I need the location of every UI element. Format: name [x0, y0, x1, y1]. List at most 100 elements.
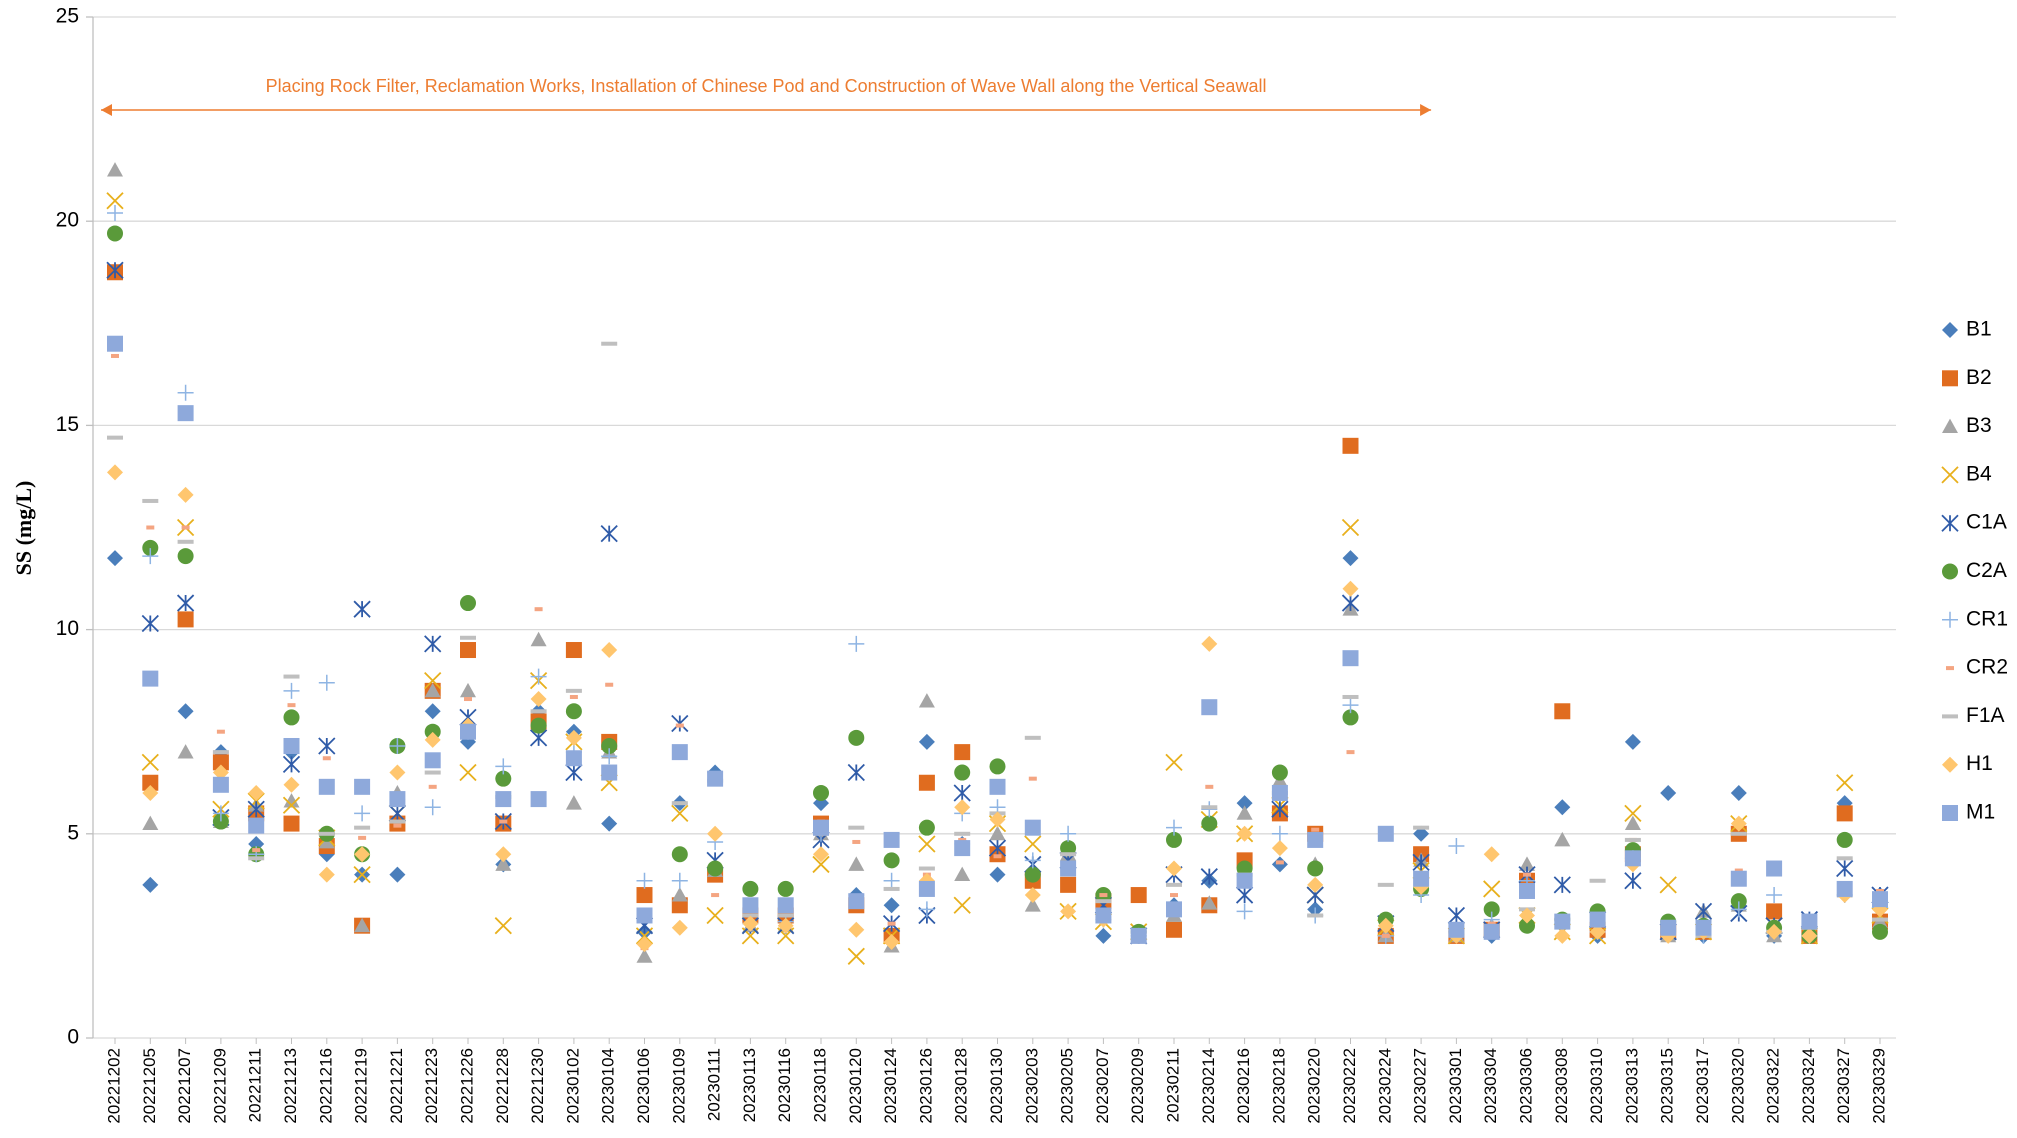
marker-diamond	[1589, 923, 1606, 940]
x-tick-label: 20221207	[175, 1048, 194, 1124]
marker-dash	[848, 825, 865, 830]
marker-diamond	[601, 642, 618, 659]
marker-diamond	[530, 691, 547, 708]
marker-dash	[142, 498, 159, 503]
marker-diamond	[1730, 784, 1747, 801]
marker-square	[1942, 370, 1958, 387]
marker-triangle	[283, 793, 300, 808]
legend-label: B4	[1966, 462, 1992, 485]
marker-square	[1095, 907, 1112, 924]
marker-square	[142, 774, 159, 791]
marker-dash	[1589, 878, 1606, 883]
marker-dash	[742, 913, 759, 918]
marker-dash	[1205, 784, 1214, 789]
marker-square	[1942, 805, 1958, 821]
marker-dash	[1170, 893, 1178, 898]
marker-plus	[177, 384, 194, 401]
marker-triangle	[636, 948, 653, 963]
x-tick-label: 20230315	[1658, 1048, 1677, 1124]
marker-square	[460, 723, 476, 740]
marker-dash	[1523, 872, 1531, 877]
x-tick-label: 20230124	[881, 1048, 900, 1124]
marker-square	[1519, 882, 1535, 899]
x-tick-label: 20230111	[705, 1048, 724, 1121]
marker-triangle	[530, 631, 547, 647]
marker-diamond	[1095, 927, 1112, 944]
marker-dash	[534, 607, 543, 612]
marker-diamond	[1624, 733, 1641, 750]
marker-diamond	[989, 811, 1006, 828]
x-tick-label: 20221211	[246, 1048, 265, 1122]
marker-plus	[142, 548, 159, 565]
marker-x	[353, 866, 371, 884]
marker-diamond	[1166, 860, 1182, 877]
marker-square	[1836, 880, 1853, 897]
x-tick-label: 20221205	[140, 1048, 159, 1124]
marker-dash	[248, 856, 265, 861]
marker-circle	[1342, 709, 1359, 726]
x-tick-label: 20230222	[1340, 1048, 1359, 1124]
x-tick-label: 20221213	[281, 1048, 300, 1124]
marker-square	[1624, 850, 1641, 867]
marker-dash	[354, 825, 371, 830]
marker-square	[1801, 913, 1818, 930]
marker-diamond	[1554, 927, 1571, 944]
marker-square	[389, 791, 406, 808]
marker-triangle	[142, 815, 159, 830]
marker-square	[954, 744, 971, 761]
marker-circle	[1236, 860, 1253, 877]
marker-asterisk	[671, 714, 689, 733]
marker-triangle	[1024, 897, 1041, 912]
x-tick-label: 20230301	[1446, 1048, 1465, 1124]
marker-square	[212, 754, 229, 771]
marker-asterisk	[1694, 902, 1713, 921]
series	[107, 335, 1888, 944]
marker-dash	[464, 697, 472, 702]
x-tick-label: 20221226	[457, 1048, 476, 1124]
x-tick-label: 20230313	[1622, 1048, 1641, 1124]
marker-square	[1130, 887, 1147, 904]
marker-square	[1766, 903, 1783, 920]
marker-circle	[1271, 764, 1288, 781]
marker-dash	[252, 848, 261, 853]
marker-diamond	[707, 825, 724, 842]
marker-circle	[777, 880, 794, 897]
marker-x	[1624, 804, 1642, 823]
marker-square	[177, 611, 194, 628]
marker-dash	[424, 770, 441, 775]
marker-x	[671, 804, 689, 823]
marker-dash	[671, 801, 688, 806]
marker-x	[847, 947, 865, 965]
marker-dash	[1311, 827, 1320, 832]
marker-square	[142, 670, 159, 687]
marker-asterisk	[600, 524, 618, 543]
marker-plus	[107, 205, 123, 222]
marker-circle	[495, 770, 512, 787]
marker-triangle	[918, 693, 935, 708]
marker-diamond	[1942, 322, 1958, 338]
marker-circle	[813, 784, 829, 801]
marker-diamond	[565, 729, 582, 746]
x-tick-label: 20230116	[775, 1048, 794, 1122]
marker-square	[1377, 825, 1394, 842]
marker-square	[1660, 919, 1677, 936]
marker-dash	[1872, 917, 1888, 922]
marker-square	[636, 907, 653, 924]
marker-plus	[318, 674, 335, 691]
marker-dash	[107, 435, 123, 440]
marker-dash	[358, 835, 367, 840]
marker-x	[106, 192, 124, 210]
marker-x	[1165, 753, 1183, 771]
marker-dash	[1413, 825, 1430, 830]
marker-plus	[389, 737, 406, 754]
legend-label: F1A	[1966, 704, 2005, 727]
marker-diamond	[1342, 550, 1359, 567]
y-axis-label: SS (mg/L)	[11, 481, 36, 576]
x-tick-label: 20230227	[1411, 1048, 1430, 1124]
marker-square	[1236, 872, 1253, 889]
x-tick-label: 20230104	[599, 1048, 618, 1124]
marker-circle	[1201, 815, 1218, 832]
x-tick-label: 20221221	[387, 1048, 406, 1124]
marker-square	[813, 819, 829, 836]
marker-circle	[142, 539, 159, 556]
